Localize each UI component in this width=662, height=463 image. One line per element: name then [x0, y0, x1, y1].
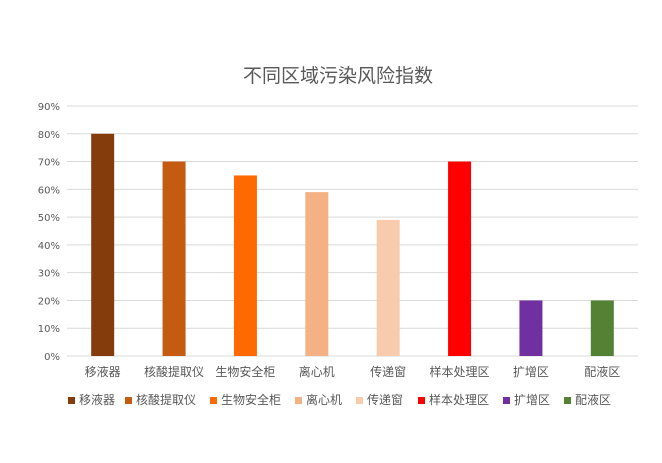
x-category-label: 核酸提取仪 [144, 364, 204, 379]
legend-label: 传递窗 [367, 392, 403, 407]
legend-label: 样本处理区 [429, 392, 489, 407]
bars [91, 133, 614, 356]
y-tick-label: 80% [38, 130, 60, 141]
y-tick-label: 10% [38, 324, 60, 335]
legend-swatch [356, 397, 363, 404]
x-category-label: 传递窗 [370, 364, 406, 379]
legend-swatch [125, 397, 132, 404]
chart-title: 不同区域污染风险指数 [243, 65, 433, 87]
legend-label: 扩增区 [514, 393, 550, 407]
bar [376, 219, 400, 356]
x-axis-categories: 移液器 核酸提取仪 生物安全柜 离心机 传递窗 样本处理区 扩增区 配液区 [85, 364, 621, 379]
x-category-label: 生物安全柜 [215, 364, 275, 379]
legend-label: 生物安全柜 [221, 392, 281, 407]
legend-label: 核酸提取仪 [136, 392, 196, 407]
x-category-label: 离心机 [299, 364, 335, 379]
legend-swatch [68, 397, 75, 404]
bar [91, 133, 115, 356]
x-category-label: 样本处理区 [430, 364, 490, 379]
legend-swatch [564, 397, 571, 404]
y-tick-label: 60% [38, 185, 60, 196]
y-tick-label: 70% [38, 158, 60, 169]
y-tick-label: 0% [44, 352, 60, 363]
y-tick-label: 40% [38, 241, 60, 252]
legend-swatch [503, 397, 510, 404]
x-category-label: 配液区 [584, 364, 620, 379]
y-tick-label: 90% [38, 102, 60, 113]
bar [162, 161, 186, 356]
bar [519, 300, 543, 356]
bar [590, 300, 614, 356]
legend: 移液器 核酸提取仪 生物安全柜 离心机 传递窗 样本处理区 扩增区 配液区 [68, 392, 611, 407]
legend-label: 移液器 [79, 392, 115, 407]
y-tick-label: 50% [38, 213, 60, 224]
legend-swatch [418, 397, 425, 404]
legend-label: 配液区 [575, 392, 611, 407]
bar [233, 175, 257, 356]
x-category-label: 移液器 [85, 364, 121, 379]
y-tick-label: 30% [38, 269, 60, 280]
legend-swatch [210, 397, 217, 404]
bar [448, 161, 472, 356]
legend-label: 离心机 [306, 392, 342, 407]
y-tick-label: 20% [38, 296, 60, 307]
gridlines [67, 105, 638, 357]
x-category-label: 扩增区 [513, 365, 549, 379]
bar [305, 192, 329, 356]
y-axis-ticks: 0% 10% 20% 30% 40% 50% 60% 70% 80% 90% [38, 102, 60, 363]
legend-swatch [295, 397, 302, 404]
